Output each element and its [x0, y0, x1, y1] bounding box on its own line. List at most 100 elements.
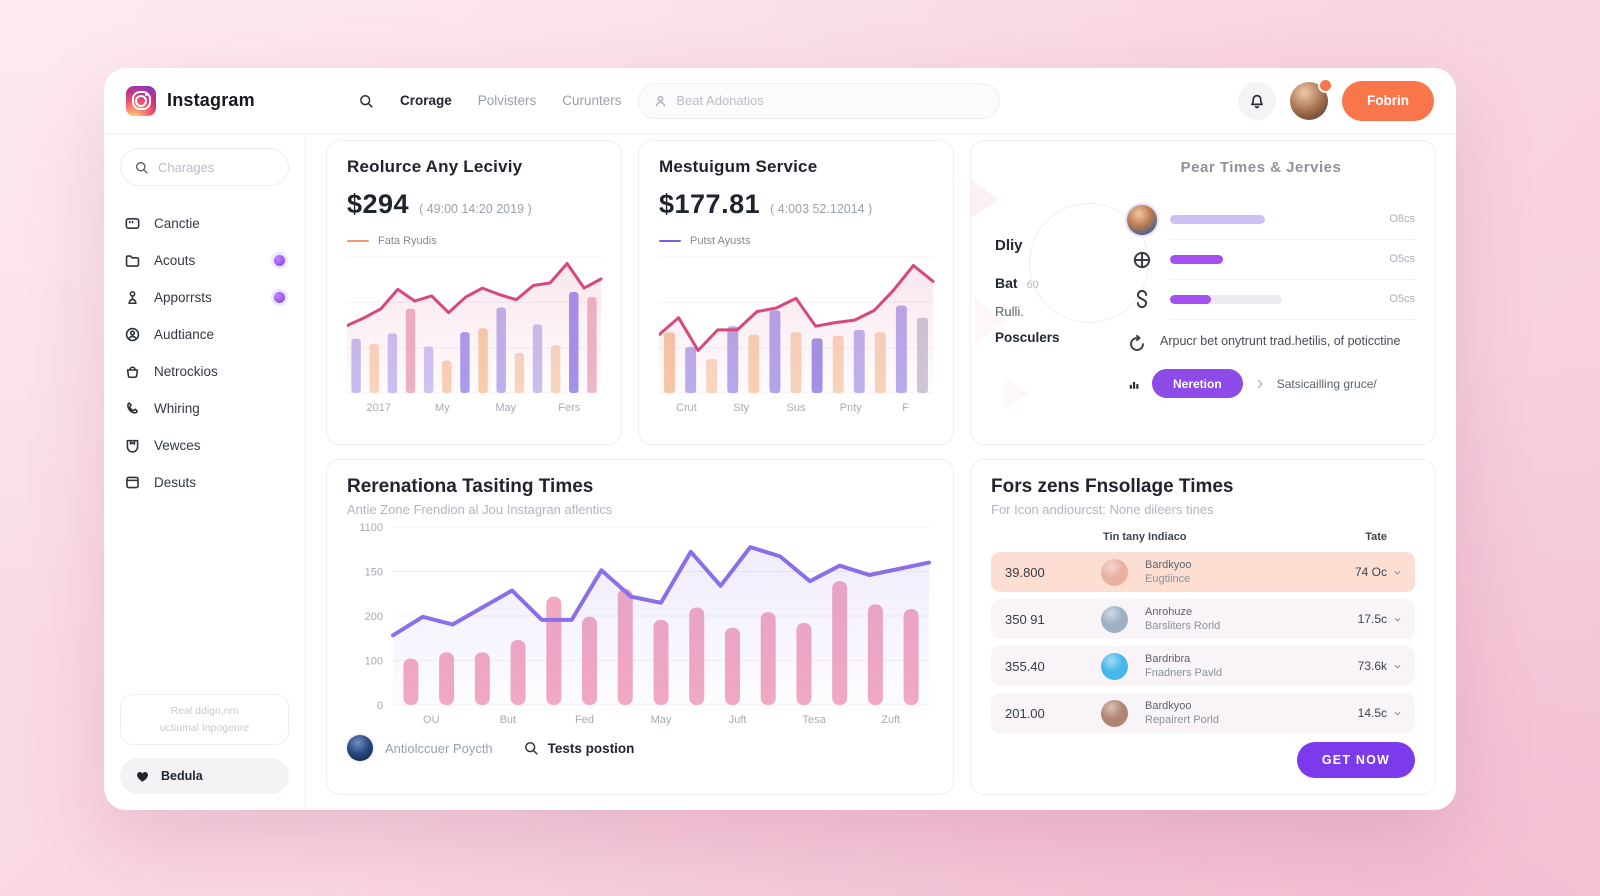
bell-icon	[1248, 92, 1266, 110]
top-search-input[interactable]	[676, 93, 985, 108]
stat-period: ( 4:003 52.12014 )	[770, 202, 873, 216]
svg-text:But: But	[500, 714, 517, 726]
caret-down-icon[interactable]	[1387, 567, 1407, 578]
search-icon[interactable]	[358, 93, 374, 109]
card-title: Pear Times & Jervies	[1180, 159, 1342, 176]
svg-text:Sty: Sty	[733, 402, 749, 414]
sidebar-search-input[interactable]	[158, 159, 275, 175]
row-rate: 73.6k	[1357, 659, 1387, 673]
table-row[interactable]: 201.00 Bardkyoo Repairert Porld 14.5c	[991, 693, 1415, 733]
top-search[interactable]	[637, 82, 1000, 119]
get-now-button[interactable]: GET NOW	[1296, 742, 1415, 778]
stat-value: $177.81	[659, 189, 761, 219]
topnav: Crorage Polvisters Curunters	[358, 93, 622, 109]
caret-down-icon[interactable]	[1387, 661, 1407, 672]
instagram-logo-icon	[126, 85, 156, 116]
table-row[interactable]: 350 91 Anrohuze Barsliters Rorld 17.5c	[991, 599, 1415, 639]
column-rate: Tate	[1365, 531, 1387, 543]
card-title: Fors zens Fnsollage Times	[991, 476, 1234, 497]
topnav-item-polvisters[interactable]: Polvisters	[477, 93, 537, 108]
footer-user: Antiolccuer Poycth	[385, 740, 493, 756]
row-name: Anrohuze	[1145, 605, 1193, 618]
hook-icon	[1127, 285, 1157, 315]
svg-text:OU: OU	[423, 714, 440, 726]
chevron-right-icon	[1254, 378, 1266, 390]
search-icon	[523, 740, 539, 756]
table-row[interactable]: 355.40 Bardribra Fnadners Pavld 73.6k	[991, 646, 1415, 686]
card-tasting-times: Rerenationa Tasiting Times Antie Zone Fr…	[326, 459, 954, 795]
top-bar: Instagram Crorage Polvisters Curunters Fob…	[104, 68, 1456, 134]
stat-value: $294	[347, 189, 410, 219]
caret-down-icon[interactable]	[1387, 614, 1407, 625]
notification-badge	[274, 254, 285, 266]
stats-icon	[1127, 377, 1141, 391]
heart-icon	[135, 769, 150, 784]
svg-text:150: 150	[365, 567, 383, 579]
sidebar-item-whiring[interactable]: Whiring	[120, 393, 289, 423]
user-circle-icon	[124, 326, 141, 343]
neretion-button[interactable]: Neretion	[1152, 369, 1243, 398]
svg-text:0: 0	[377, 700, 383, 712]
svg-text:Fers: Fers	[558, 402, 581, 414]
row-rate: 14.5c	[1357, 706, 1387, 720]
notifications-button[interactable]	[1238, 81, 1276, 120]
user-avatar[interactable]	[1290, 77, 1333, 120]
sidebar-item-desuts[interactable]: Desuts	[120, 467, 289, 497]
row-time: 350 91	[1005, 611, 1045, 627]
svg-text:Pnty: Pnty	[840, 402, 863, 414]
tests-position-button[interactable]: Tests postion	[523, 740, 634, 756]
sidebar-item-apporrsts[interactable]: Apporrsts	[120, 282, 289, 312]
svg-text:May: May	[495, 402, 516, 414]
tasting-chart: 1100 150 200 100 0 OU But Fed May Juft Tesa Zuft	[359, 522, 931, 726]
chart-footer: Antiolccuer Poycth Tests postion	[347, 735, 933, 761]
sidebar-item-acouts[interactable]: Acouts	[120, 245, 289, 275]
card-title: Rerenationa Tasiting Times	[347, 476, 594, 497]
window-icon	[124, 474, 141, 491]
progress-row: O8cs	[1127, 200, 1415, 240]
card-service: Mestuigum Service $177.81 ( 4:003 52.120…	[638, 140, 954, 445]
peak-link[interactable]: Satsicailling gruce/	[1276, 376, 1377, 391]
svg-text:Zuft: Zuft	[881, 714, 900, 726]
progress-bar	[1170, 254, 1367, 264]
stat-period: ( 49:00 14:20 2019 )	[419, 202, 532, 216]
sidebar-menu: Canctie Acouts Apporrsts Audtiance Netro…	[120, 208, 289, 497]
bag-icon	[124, 363, 141, 380]
svg-text:Tesa: Tesa	[803, 714, 827, 726]
table-body: 39.800 Bardkyoo Eugtiince 74 Oc 350 91 A…	[991, 552, 1415, 733]
svg-text:200: 200	[365, 611, 383, 623]
progress-bar	[1170, 294, 1367, 304]
topnav-item-crorage[interactable]: Crorage	[400, 93, 452, 108]
card-peak-times: Pear Times & Jervies Dliy Bat 60 Rulli. …	[970, 140, 1436, 445]
brand[interactable]: Instagram	[126, 85, 324, 116]
avatar	[1101, 605, 1128, 633]
sidebar-item-audtiance[interactable]: Audtiance	[120, 319, 289, 349]
sidebar-search[interactable]	[120, 148, 289, 186]
service-legend-swatch	[659, 240, 681, 242]
sidebar-item-netrockios[interactable]: Netrockios	[120, 356, 289, 386]
caret-down-icon[interactable]	[1387, 708, 1407, 719]
signin-button[interactable]: Fobrin	[1342, 80, 1434, 121]
globe-icon	[1127, 245, 1157, 275]
legend: Putst Ayusts	[659, 235, 933, 247]
svg-text:May: May	[651, 714, 672, 726]
row-rate: 74 Oc	[1354, 565, 1387, 579]
row-time: 355.40	[1005, 658, 1045, 674]
table-header: Tin tany Indiaco Tate	[991, 531, 1415, 543]
row-subtitle: Fnadners Pavld	[1145, 667, 1223, 679]
svg-text:100: 100	[365, 656, 383, 668]
row-time: 201.00	[1005, 705, 1045, 721]
sidebar-item-canctie[interactable]: Canctie	[120, 208, 289, 238]
progress-value: O8cs	[1389, 213, 1415, 225]
row-subtitle: Barsliters Rorld	[1145, 620, 1221, 632]
topnav-item-curunters[interactable]: Curunters	[562, 93, 622, 108]
progress-row: O5cs	[1127, 240, 1415, 280]
row-subtitle: Eugtiince	[1145, 573, 1191, 585]
main-content: Reolurce Any Leciviy $294 ( 49:00 14:20 …	[306, 134, 1456, 810]
sidebar-item-vewces[interactable]: Vewces	[120, 430, 289, 460]
table-row[interactable]: 39.800 Bardkyoo Eugtiince 74 Oc	[991, 552, 1415, 592]
card-follow-times: Fors zens Fnsollage Times For Icon andio…	[970, 459, 1436, 795]
sidebar-favorites[interactable]: Bedula	[120, 758, 289, 794]
svg-text:2017: 2017	[367, 402, 391, 414]
folder-icon	[124, 252, 141, 269]
podium-icon	[124, 289, 141, 306]
